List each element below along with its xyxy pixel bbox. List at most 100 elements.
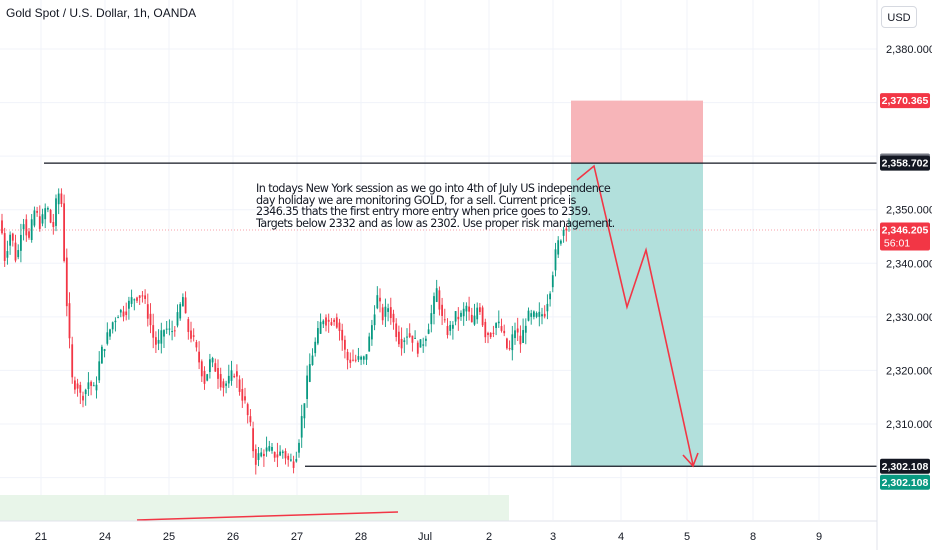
stop-loss-zone — [571, 100, 703, 164]
x-tick-label: Jul — [418, 531, 432, 543]
candle-body — [3, 233, 6, 261]
candle-body — [492, 332, 495, 334]
candle-body — [338, 322, 341, 331]
candle-body — [551, 275, 554, 288]
candle-body — [373, 314, 376, 326]
y-tick-label: 2,320.000 — [886, 365, 932, 377]
candle-body — [406, 336, 408, 338]
currency-button[interactable]: USD — [881, 6, 917, 28]
candle-body — [524, 325, 527, 333]
candle-body — [225, 383, 227, 386]
candle-body — [160, 330, 163, 344]
candle-body — [271, 446, 273, 451]
candle-body — [281, 451, 284, 454]
candle-body — [427, 329, 430, 334]
candle-body — [314, 341, 317, 354]
candle-body — [508, 348, 511, 350]
candle-body — [568, 222, 570, 225]
candle-body — [122, 311, 125, 317]
candle-body — [565, 228, 568, 231]
candle-body — [222, 381, 225, 388]
candle-body — [41, 214, 44, 224]
candle-body — [249, 416, 252, 423]
candle-body — [497, 321, 500, 324]
y-tick-label: 2,340.000 — [886, 258, 932, 270]
candle-body — [454, 311, 457, 322]
candle-body — [292, 461, 295, 468]
candle-body — [76, 383, 79, 389]
candle-body — [168, 328, 171, 330]
candle-body — [246, 404, 249, 416]
note-line: day holiday we are monitoring GOLD, for … — [256, 193, 576, 207]
candle-body — [349, 359, 352, 363]
candle-body — [327, 319, 330, 322]
candle-body — [114, 320, 117, 323]
price-badge-label: 2,346.205 — [882, 225, 929, 237]
candle-body — [146, 304, 149, 319]
candle-body — [489, 332, 492, 337]
x-tick-label: 8 — [750, 531, 756, 543]
price-badge-label: 2,302.108 — [882, 477, 929, 489]
x-tick-label: 21 — [35, 531, 47, 543]
candle-body — [379, 297, 381, 302]
candle-body — [179, 304, 182, 319]
candle-body — [408, 333, 411, 337]
candle-body — [157, 339, 160, 344]
candle-body — [403, 340, 406, 342]
candle-body — [481, 307, 484, 326]
candle-body — [543, 313, 546, 317]
candle-body — [430, 313, 433, 325]
analysis-note[interactable]: In todays New York session as we go into… — [256, 183, 615, 230]
candle-body — [236, 371, 238, 377]
candle-body — [241, 389, 244, 401]
candle-body — [341, 329, 344, 341]
candle-body — [376, 295, 379, 309]
candle-body — [554, 249, 557, 271]
candle-body — [92, 385, 95, 387]
candle-body — [519, 335, 522, 345]
candle-body — [457, 316, 460, 320]
candle-body — [55, 198, 57, 226]
price-badge-label: 2,358.702 — [882, 158, 929, 170]
candle-body — [462, 308, 465, 317]
candle-body — [484, 321, 487, 338]
candle-body — [422, 344, 425, 346]
x-tick-label: 3 — [550, 531, 556, 543]
price-badge — [880, 93, 930, 109]
candle-body — [308, 364, 311, 382]
y-tick-label: 2,330.000 — [886, 312, 932, 324]
candle-body — [344, 339, 346, 350]
candle-body — [443, 319, 446, 321]
candle-body — [257, 453, 260, 460]
candle-body — [44, 208, 47, 220]
note-line: 2346.35 thats the first entry more entry… — [256, 205, 591, 219]
candle-body — [71, 344, 74, 378]
candle-body — [136, 297, 138, 301]
candle-body — [460, 312, 462, 317]
candle-body — [173, 330, 176, 332]
candle-body — [354, 359, 357, 361]
candle-body — [36, 211, 38, 213]
candle-body — [557, 240, 560, 255]
candle-body — [217, 368, 219, 379]
candle-body — [381, 307, 384, 321]
support-trendline — [136, 511, 399, 521]
candle-body — [219, 374, 222, 388]
candle-body — [171, 331, 173, 333]
candle-body — [446, 326, 449, 336]
candle-body — [560, 240, 562, 244]
candle-body — [479, 307, 481, 312]
price-badge-label: 2,302.108 — [882, 461, 929, 473]
candle-body — [290, 459, 292, 461]
candle-body — [333, 319, 335, 322]
candle-body — [144, 295, 146, 299]
candle-body — [30, 219, 33, 240]
note-line: Targets below 2332 and as low as 2302. U… — [256, 216, 615, 230]
candle-body — [57, 193, 60, 205]
candle-body — [192, 335, 195, 337]
candle-body — [28, 231, 30, 238]
candle-body — [103, 349, 106, 352]
candle-body — [125, 311, 128, 316]
